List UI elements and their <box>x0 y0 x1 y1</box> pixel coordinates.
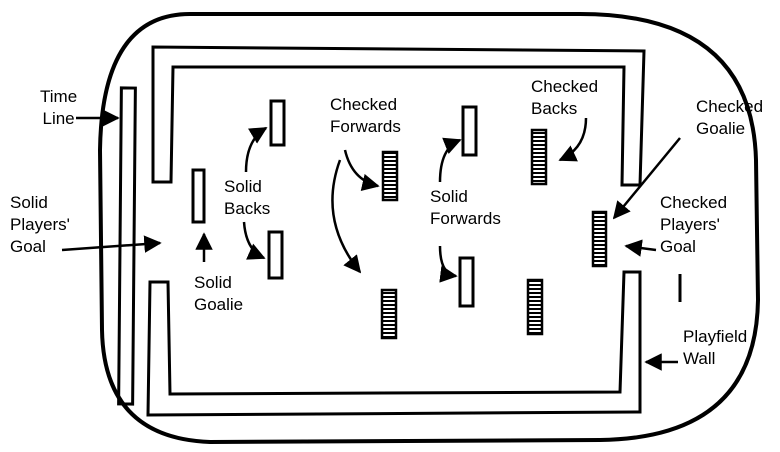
solid-forward-bottom <box>458 256 475 308</box>
label-solid-forwards: Solid Forwards <box>430 187 501 228</box>
label-checked-players-goal: Checked Players' Goal <box>660 193 728 256</box>
label-checked-forwards: Checked Forwards <box>330 95 401 136</box>
arrow-checked-goalie <box>612 137 681 220</box>
arrow-checked-players-goal <box>624 239 657 257</box>
playfield-wall-bottom <box>146 270 642 417</box>
playfield-wall-top <box>151 45 646 187</box>
arrow-solid-back-top <box>244 126 268 173</box>
arrow-solid-forward-bottom <box>438 245 458 283</box>
arrow-checked-back-top <box>558 117 588 162</box>
checked-back-bottom <box>526 278 544 336</box>
label-solid-backs: Solid Backs <box>224 177 271 218</box>
label-solid-players-goal: Solid Players' Goal <box>10 193 70 256</box>
label-checked-backs: Checked Backs <box>531 77 599 118</box>
label-checked-goalie: Checked Goalie <box>696 97 764 138</box>
arrow-solid-forward-top <box>438 137 462 183</box>
checked-forward-top <box>381 150 399 202</box>
label-playfield-wall: Playfield Wall <box>683 327 748 368</box>
arrow-checked-forward-top <box>343 149 380 191</box>
arrow-solid-players-goal <box>61 235 162 253</box>
solid-goalie <box>191 168 206 224</box>
checked-goalie <box>591 210 608 268</box>
tv-screen-frame <box>97 12 761 445</box>
checked-back-top <box>530 128 548 186</box>
solid-forward-top <box>461 105 478 157</box>
label-time-line: Time Line <box>40 87 78 128</box>
solid-back-bottom <box>267 230 284 280</box>
solid-back-top <box>269 99 286 147</box>
arrow-checked-forward-bottom <box>331 159 362 274</box>
arrow-solid-back-bottom <box>242 221 266 260</box>
label-solid-goalie: Solid Goalie <box>194 273 244 314</box>
checked-forward-bottom <box>380 288 398 340</box>
callout-arrows <box>61 109 681 371</box>
